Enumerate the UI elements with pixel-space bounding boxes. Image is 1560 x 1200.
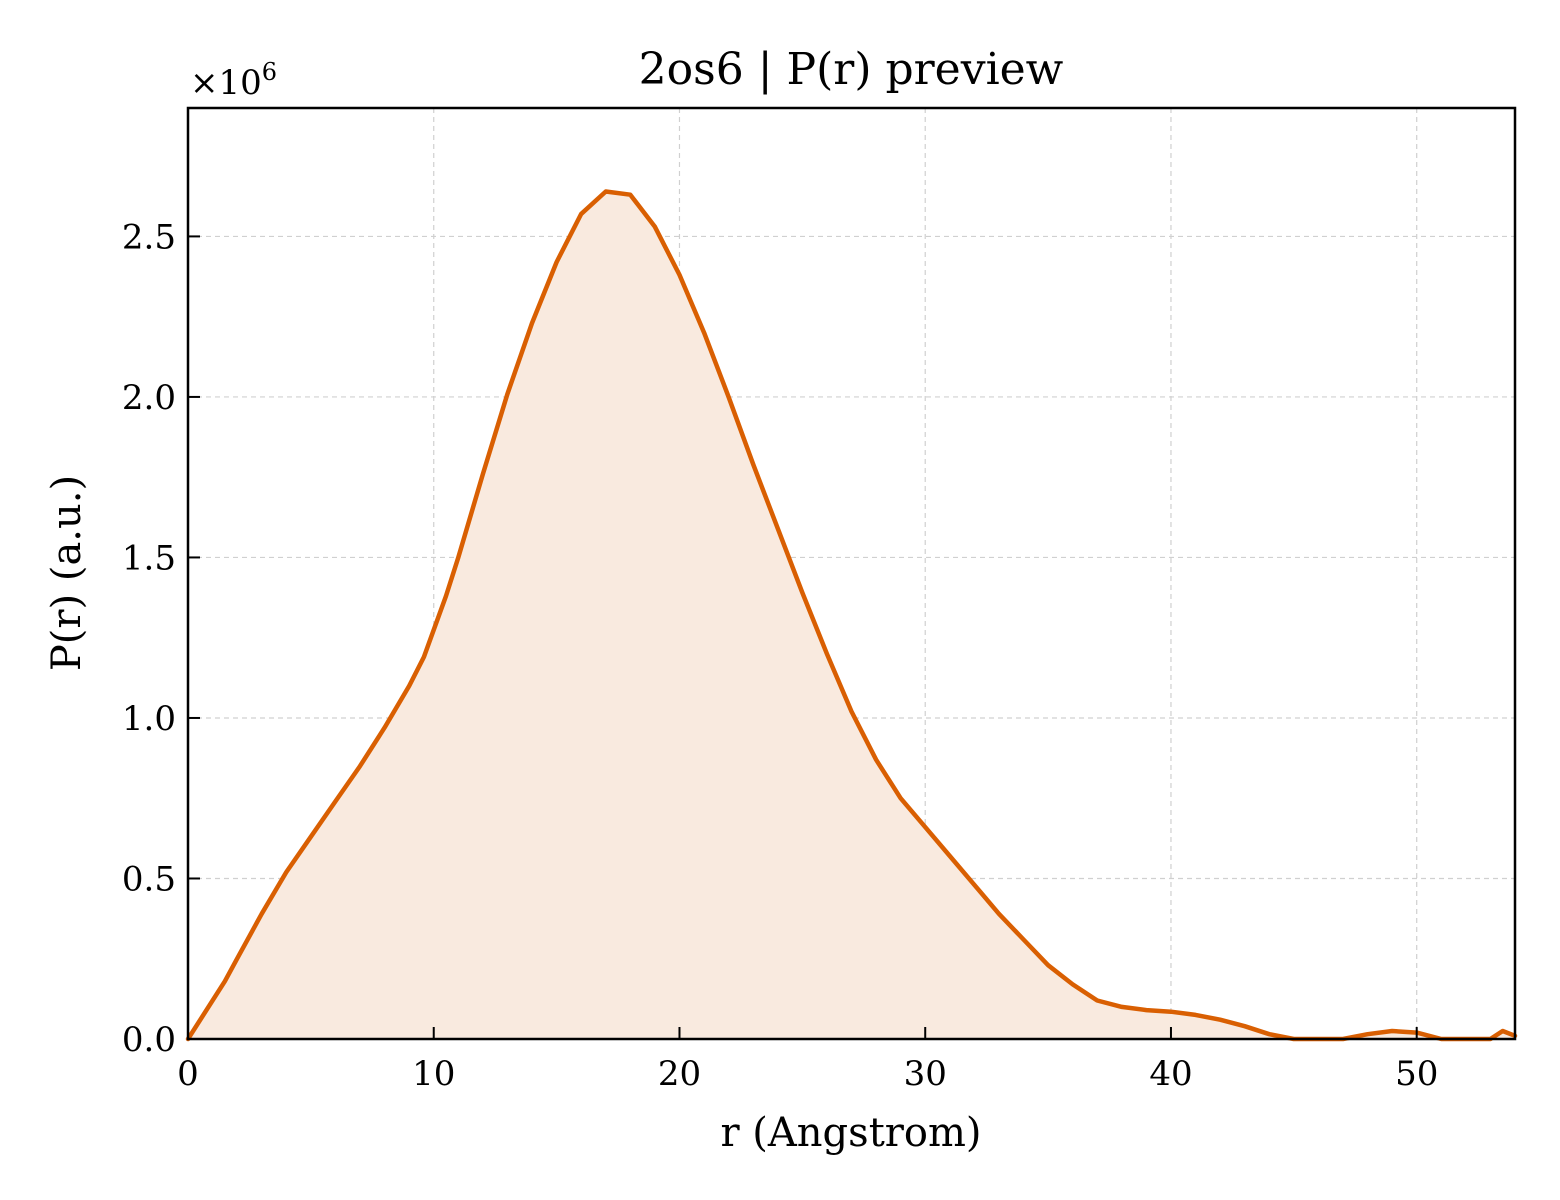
y-multiplier-base: ×10 — [190, 63, 262, 103]
y-multiplier-exponent: 6 — [262, 58, 277, 86]
x-tick-label: 0 — [177, 1054, 199, 1094]
x-tick-label: 40 — [1149, 1054, 1192, 1094]
axis-ticks: 0 10 20 30 40 50 0.0 0.5 1.0 1.5 2.0 2.5 — [122, 217, 1438, 1094]
chart-title: 2os6 | P(r) preview — [639, 44, 1064, 95]
x-axis-label: r (Angstrom) — [720, 1110, 981, 1156]
pr-area-fill — [188, 191, 1515, 1039]
y-axis-multiplier: ×106 — [190, 58, 277, 103]
plot-frame — [186, 106, 1517, 1041]
x-tick-label: 30 — [904, 1054, 947, 1094]
x-tick-label: 50 — [1395, 1054, 1438, 1094]
y-tick-label: 0.5 — [122, 859, 176, 899]
y-tick-label: 0.0 — [122, 1020, 176, 1060]
y-tick-label: 1.5 — [122, 538, 176, 578]
x-tick-label: 10 — [412, 1054, 455, 1094]
y-axis-label: P(r) (a.u.) — [44, 475, 90, 671]
y-tick-label: 2.5 — [122, 217, 176, 257]
y-tick-label: 2.0 — [122, 378, 176, 418]
y-tick-label: 1.0 — [122, 699, 176, 739]
x-tick-label: 20 — [658, 1054, 701, 1094]
